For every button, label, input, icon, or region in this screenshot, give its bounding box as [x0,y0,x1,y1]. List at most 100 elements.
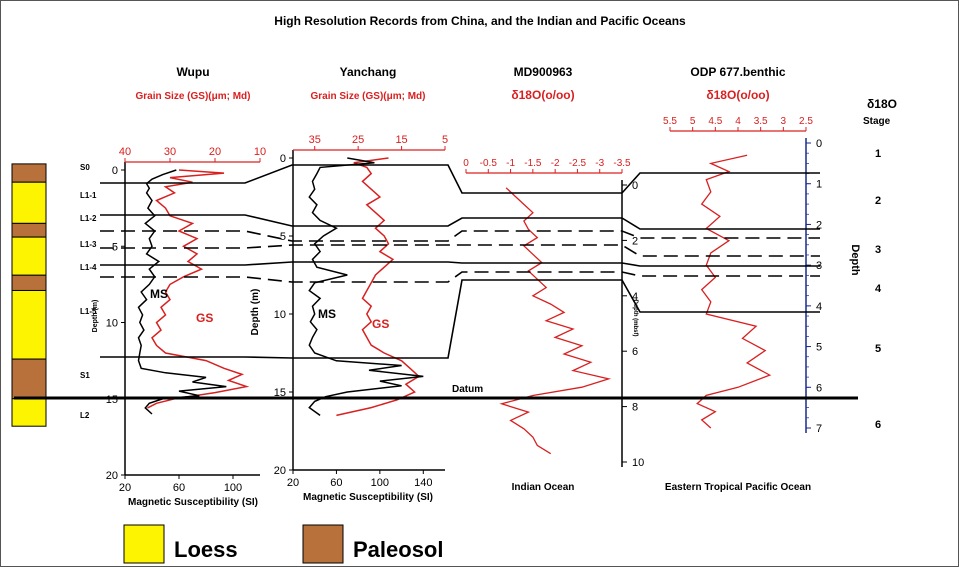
paleosol-block [11,358,47,400]
depth-tick-label: 0 [112,165,118,177]
gs-curve [147,169,250,409]
legend-loess-label: Loess [174,537,238,562]
depth-tick-label: 5 [280,231,286,243]
depth-tick-label: 7 [816,423,822,435]
ms-tick-label: 140 [414,477,432,489]
stage-label-5: 5 [875,343,881,355]
panel-title: Wupu [176,65,209,79]
depth-tick-label: 6 [632,346,638,358]
strat-column: S0 L1-1 L1-2 L1-3 L1-4 L1-5 S1 L2 [11,163,97,427]
stage-boundary-line [100,214,820,230]
substage-boundary-line [100,230,820,242]
unit-label-s1: S1 [80,371,90,380]
isotope-tick-label: 5.5 [663,116,677,127]
isotope-tick-label: 3 [781,116,787,127]
depth-tick-label: 20 [274,465,286,477]
depth-tick-label: 0 [280,153,286,165]
stage-boundary-line [100,164,820,194]
depth-tick-label: 1 [816,179,822,191]
legend: Loess Paleosol [123,524,443,564]
isotope-tick-label: -1.5 [524,158,542,169]
paleosol-block [11,163,47,183]
legend-paleosol-label: Paleosol [353,537,443,562]
panel-title: ODP 677.benthic [690,65,785,79]
ms-axis-title: Magnetic Susceptibility (SI) [128,497,258,508]
depth-axis-title: Depth (mbsf) [632,300,638,337]
isotope-tick-label: 5 [690,116,696,127]
ms-curve [137,169,227,415]
isotope-axis-title: δ18O(o/oo) [706,88,769,102]
isotope-tick-label: -0.5 [480,158,498,169]
depth-tick-label: 2 [632,235,638,247]
stage-label-6: 6 [875,419,881,431]
stage-label-3: 3 [875,244,881,256]
isotope-tick-label: 4.5 [708,116,722,127]
region-label: Indian Ocean [512,482,575,493]
unit-label-l1-3: L1-3 [80,240,97,249]
isotope-tick-label: 0 [463,158,469,169]
depth-axis-title: Depth (m) [250,289,261,336]
panel-md900963: MD900963 δ18O(o/oo) 0 -0.5 -1 -1.5 -2 -2.5 -3 -3.… [463,65,644,493]
gs-tick-label: 5 [442,134,448,146]
gs-tick-label: 10 [254,146,266,158]
substage-boundary-line [100,244,820,257]
ms-curve-label: MS [318,307,336,321]
substage-boundary-line [100,271,820,283]
unit-label-l1-2: L1-2 [80,214,97,223]
depth-axis-title: Depth [849,244,861,275]
isotope-tick-label: -2.5 [569,158,587,169]
depth-tick-label: 5 [816,342,822,354]
isotope-tick-label: -1 [506,158,515,169]
loess-block [11,181,47,224]
legend-loess-swatch [123,524,165,564]
isotope-tick-label: 3.5 [754,116,768,127]
isotope-curve [499,187,612,455]
unit-label-l1-4: L1-4 [80,263,97,272]
depth-tick-label: 4 [816,301,822,313]
ms-tick-label: 20 [287,477,299,489]
panel-title: Yanchang [340,65,397,79]
depth-tick-label: 8 [632,402,638,414]
isotope-tick-label: -3 [595,158,604,169]
ms-tick-label: 60 [173,482,185,494]
stage-boundary-line [100,279,820,359]
unit-label-s0: S0 [80,163,90,172]
depth-tick-label: 0 [632,180,638,192]
loess-block [11,289,47,360]
loess-block [11,236,47,276]
ms-curve-label: MS [150,287,168,301]
gs-axis-title: Grain Size (GS)(μm; Md) [310,91,425,102]
loess-block [11,398,47,427]
gs-curve [336,157,421,417]
figure-title: High Resolution Records from China, and … [274,14,686,28]
panel-title: MD900963 [514,65,573,79]
ms-curve [308,157,424,417]
stage-label-1: 1 [875,148,881,160]
gs-tick-label: 40 [119,146,131,158]
depth-tick-label: 2 [816,219,822,231]
isotope-tick-label: 2.5 [799,116,813,127]
isotope-axis-title: δ18O(o/oo) [511,88,574,102]
paleosol-block [11,274,47,291]
gs-tick-label: 15 [395,134,407,146]
stage-header-label: Stage [863,116,891,127]
ms-axis-title: Magnetic Susceptibility (SI) [303,492,433,503]
ms-tick-label: 100 [371,477,389,489]
ms-tick-label: 100 [224,482,242,494]
unit-label-l1-5: L1-5 [80,307,97,316]
unit-label-l1-1: L1-1 [80,191,97,200]
ms-tick-label: 20 [119,482,131,494]
correlation-lines: Datum [14,164,858,400]
isotope-tick-label: -3.5 [613,158,631,169]
depth-tick-label: 15 [106,394,118,406]
depth-axis-title: Depth (m) [92,300,99,333]
depth-tick-label: 0 [816,138,822,150]
isotope-curve [696,154,772,429]
gs-tick-label: 25 [352,134,364,146]
unit-label-l2: L2 [80,411,90,420]
panel-odp677: ODP 677.benthic δ18O(o/oo) 5.5 5 4.5 4 3.5 3 2.5… [663,65,861,493]
depth-tick-label: 6 [816,382,822,394]
